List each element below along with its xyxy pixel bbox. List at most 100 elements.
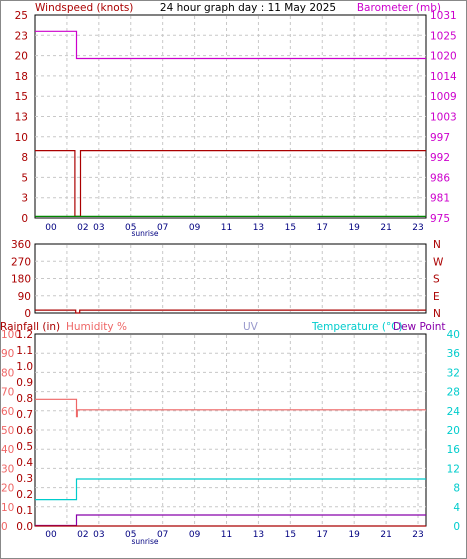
- temperature-axis-tick: 24: [447, 406, 461, 418]
- humidity-axis-tick: 0: [1, 521, 8, 533]
- compass-axis-tick: N: [433, 239, 441, 251]
- rain-axis-tick: 1.2: [16, 329, 33, 341]
- rain-axis-tick: 0.6: [16, 425, 33, 437]
- x-tick-label-3: 05: [125, 530, 136, 540]
- humidity-axis-tick: 10: [1, 502, 14, 514]
- temperature-axis-tick: 32: [447, 367, 460, 379]
- wind-axis-tick: 5: [21, 172, 28, 184]
- rainfall-label: Rainfall (in): [0, 321, 60, 333]
- humidity-axis-tick: 90: [1, 348, 14, 360]
- temperature-axis-tick: 20: [447, 425, 460, 437]
- barometer-axis-tick: 992: [430, 152, 450, 164]
- rain-axis-tick: 0.4: [16, 457, 33, 469]
- humidity-axis-tick: 100: [1, 329, 21, 341]
- barometer-line: [35, 30, 426, 60]
- direction-line: [35, 309, 426, 314]
- temperature-axis-tick: 4: [453, 502, 460, 514]
- chart-title: 24 hour graph day : 11 May 2025: [160, 2, 336, 14]
- wind-axis-tick: 23: [15, 30, 28, 42]
- uv-label: UV: [243, 321, 259, 333]
- temperature-axis-tick: 36: [447, 348, 461, 360]
- direction-axis-tick: 90: [18, 291, 31, 303]
- temperature-axis-tick: 8: [453, 483, 460, 495]
- x-tick-label-3: 07: [157, 530, 168, 540]
- x-tick-label-1: 21: [380, 223, 391, 233]
- barometer-axis-tick: 975: [430, 213, 450, 225]
- x-tick-label-3: 17: [317, 530, 328, 540]
- x-tick-label-1: 00: [45, 223, 57, 233]
- x-tick-label-3: 21: [380, 530, 391, 540]
- sunrise-label-top: sunrise: [131, 229, 158, 238]
- humidity-axis-tick: 70: [1, 387, 14, 399]
- rain-axis-tick: 1.1: [16, 345, 33, 357]
- compass-axis-tick: N: [433, 308, 441, 320]
- wind-axis-tick: 25: [15, 10, 28, 22]
- wind-axis-tick: 18: [15, 71, 28, 83]
- dewpoint-label: Dew Point: [393, 321, 446, 333]
- rain-axis-tick: 0.1: [16, 505, 33, 517]
- wind-axis-tick: 10: [15, 132, 28, 144]
- direction-axis-tick: 180: [11, 274, 31, 286]
- windspeed-label: Windspeed (knots): [35, 2, 133, 14]
- humidity-line: [35, 398, 426, 418]
- compass-axis-tick: W: [433, 256, 444, 268]
- rain-axis-tick: 0.3: [16, 473, 33, 485]
- wind-axis-tick: 20: [15, 51, 28, 63]
- humidity-axis-tick: 60: [1, 406, 14, 418]
- x-tick-label-1: 03: [93, 223, 104, 233]
- barometer-axis-tick: 981: [430, 193, 450, 205]
- direction-axis-tick: 360: [11, 239, 31, 251]
- rain-axis-tick: 0.0: [16, 521, 33, 533]
- barometer-axis-tick: 1031: [430, 10, 457, 22]
- barometer-axis-tick: 1014: [430, 71, 457, 83]
- temperature-label: Temperature (°C): [311, 321, 403, 333]
- temperature-axis-tick: 16: [447, 444, 461, 456]
- compass-axis-tick: S: [433, 274, 440, 286]
- x-tick-label-1: 11: [221, 223, 232, 233]
- x-tick-label-1: 02: [77, 223, 88, 233]
- x-tick-label-3: 19: [348, 530, 360, 540]
- rain-axis-tick: 0.8: [16, 393, 33, 405]
- rain-axis-tick: 0.7: [16, 409, 33, 421]
- temperature-axis-tick: 0: [453, 521, 460, 533]
- barometer-label: Barometer (mb): [357, 2, 441, 14]
- compass-axis-tick: E: [433, 291, 440, 303]
- barometer-axis-tick: 986: [430, 172, 450, 184]
- x-tick-label-1: 05: [125, 223, 136, 233]
- rain-axis-tick: 0.5: [16, 441, 33, 453]
- barometer-axis-tick: 1003: [430, 112, 457, 124]
- humidity-axis-tick: 40: [1, 444, 14, 456]
- x-tick-label-1: 13: [253, 223, 264, 233]
- x-tick-label-1: 15: [285, 223, 296, 233]
- rain-axis-tick: 0.2: [16, 489, 33, 501]
- rain-axis-tick: 0.9: [16, 377, 33, 389]
- humidity-axis-tick: 30: [1, 463, 14, 475]
- temperature-axis-tick: 12: [447, 463, 460, 475]
- temperature-axis-tick: 40: [447, 329, 460, 341]
- direction-axis-tick: 0: [24, 308, 31, 320]
- wind-axis-tick: 8: [21, 152, 28, 164]
- barometer-axis-tick: 1020: [430, 51, 457, 63]
- temperature-line: [35, 478, 426, 501]
- humidity-axis-tick: 20: [1, 483, 14, 495]
- x-tick-label-3: 15: [285, 530, 296, 540]
- x-tick-label-3: 23: [412, 530, 423, 540]
- wind-axis-tick: 0: [21, 213, 28, 225]
- x-tick-label-1: 09: [189, 223, 201, 233]
- x-tick-label-3: 03: [93, 530, 104, 540]
- direction-axis-tick: 270: [11, 256, 31, 268]
- x-tick-label-3: 02: [77, 530, 88, 540]
- wind-axis-tick: 3: [21, 193, 28, 205]
- x-tick-label-3: 00: [45, 530, 57, 540]
- humidity-axis-tick: 80: [1, 367, 14, 379]
- wind-axis-tick: 15: [15, 91, 28, 103]
- x-tick-label-3: 09: [189, 530, 201, 540]
- x-tick-label-1: 17: [317, 223, 328, 233]
- humidity-label: Humidity %: [66, 321, 127, 333]
- x-tick-label-3: 11: [221, 530, 232, 540]
- x-tick-label-1: 07: [157, 223, 168, 233]
- x-tick-label-1: 19: [348, 223, 360, 233]
- barometer-axis-tick: 1025: [430, 30, 457, 42]
- barometer-axis-tick: 997: [430, 132, 450, 144]
